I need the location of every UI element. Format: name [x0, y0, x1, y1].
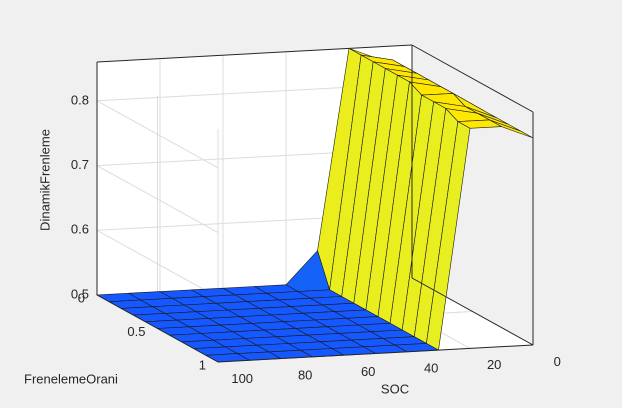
x-axis-label: SOC: [381, 381, 409, 396]
x-tick-label: 0: [554, 354, 561, 369]
x-tick-label: 80: [298, 367, 312, 382]
x-tick-label: 20: [487, 357, 501, 372]
axis-box: [96, 294, 219, 363]
x-tick-label: 60: [361, 364, 375, 379]
axis-box: [411, 44, 534, 113]
z-axis-label: DinamikFrenleme: [37, 129, 52, 231]
z-tick-label: 0.6: [71, 222, 89, 237]
y-tick-label: 1: [199, 357, 206, 372]
y-tick-label: 0.5: [127, 324, 145, 339]
axis-box: [411, 277, 534, 346]
x-tick-label: 100: [231, 371, 253, 386]
z-tick-label: 0.7: [71, 157, 89, 172]
axis-box: [217, 344, 534, 363]
z-tick-label: 0.5: [71, 286, 89, 301]
axis-box: [96, 44, 413, 63]
y-tick-label: 0: [78, 290, 85, 305]
x-tick-label: 40: [424, 361, 438, 376]
z-tick-label: 0.8: [71, 92, 89, 107]
y-axis-label: FrenelemeOrani: [24, 371, 118, 386]
